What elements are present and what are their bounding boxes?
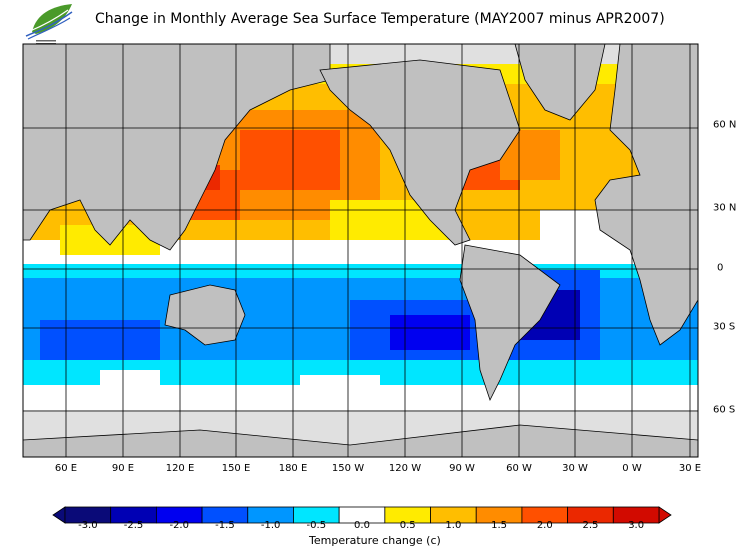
lat-label: 0 — [717, 262, 724, 274]
antarctica-land — [23, 424, 698, 457]
lon-label: 60 E — [54, 463, 78, 474]
lat-label: 30 N — [713, 202, 737, 214]
colorbar-max-arrow — [658, 506, 672, 524]
north-america-land — [319, 59, 521, 246]
lat-label: 60 N — [713, 119, 737, 131]
graticule — [23, 44, 698, 457]
lon-label: 180 E — [278, 463, 308, 474]
greenland-land — [514, 44, 606, 121]
colorbar-tick-label: 0.0 — [354, 520, 370, 531]
lon-label: 30 W — [562, 463, 588, 474]
colorbar — [52, 506, 672, 524]
south-america-land — [459, 244, 561, 402]
lon-label: 120 E — [165, 463, 195, 474]
land — [23, 44, 698, 457]
colorbar-tick-label: -1.0 — [260, 520, 281, 531]
lon-label: 150 W — [331, 463, 365, 474]
lon-label: 30 E — [678, 463, 702, 474]
colorbar-tick-label: -2.5 — [123, 520, 144, 531]
lon-label: 90 E — [111, 463, 135, 474]
lat-label: 60 S — [713, 404, 736, 416]
lat-label: 30 S — [713, 321, 736, 333]
lon-label: 120 W — [388, 463, 422, 474]
colorbar-tick-label: 3.0 — [628, 520, 645, 531]
colorbar-tick-label: 1.0 — [445, 520, 462, 531]
colorbar-tick-label: -1.5 — [215, 520, 235, 531]
colorbar-swatch — [612, 506, 660, 524]
colorbar-min-arrow — [52, 506, 66, 524]
colorbar-tick-label: 2.5 — [582, 520, 599, 531]
lon-label: 0 W — [622, 463, 642, 474]
colorbar-tick-label: 0.5 — [399, 520, 416, 531]
map-border — [22, 43, 699, 458]
colorbar-tick-label: 2.0 — [536, 520, 553, 531]
lon-label: 90 W — [449, 463, 475, 474]
colorbar-tick-label: 1.5 — [491, 520, 508, 531]
chart-title: Change in Monthly Average Sea Surface Te… — [95, 11, 665, 27]
australia-land — [164, 284, 246, 346]
colorbar-label: Temperature change (c) — [309, 534, 441, 547]
lon-label: 150 E — [221, 463, 251, 474]
colorbar-tick-label: -2.0 — [169, 520, 189, 531]
europe-africa-land — [594, 44, 698, 346]
colorbar-tick-label: -3.0 — [78, 520, 98, 531]
lon-label: 60 W — [506, 463, 532, 474]
colorbar-tick-label: -0.5 — [306, 520, 327, 531]
